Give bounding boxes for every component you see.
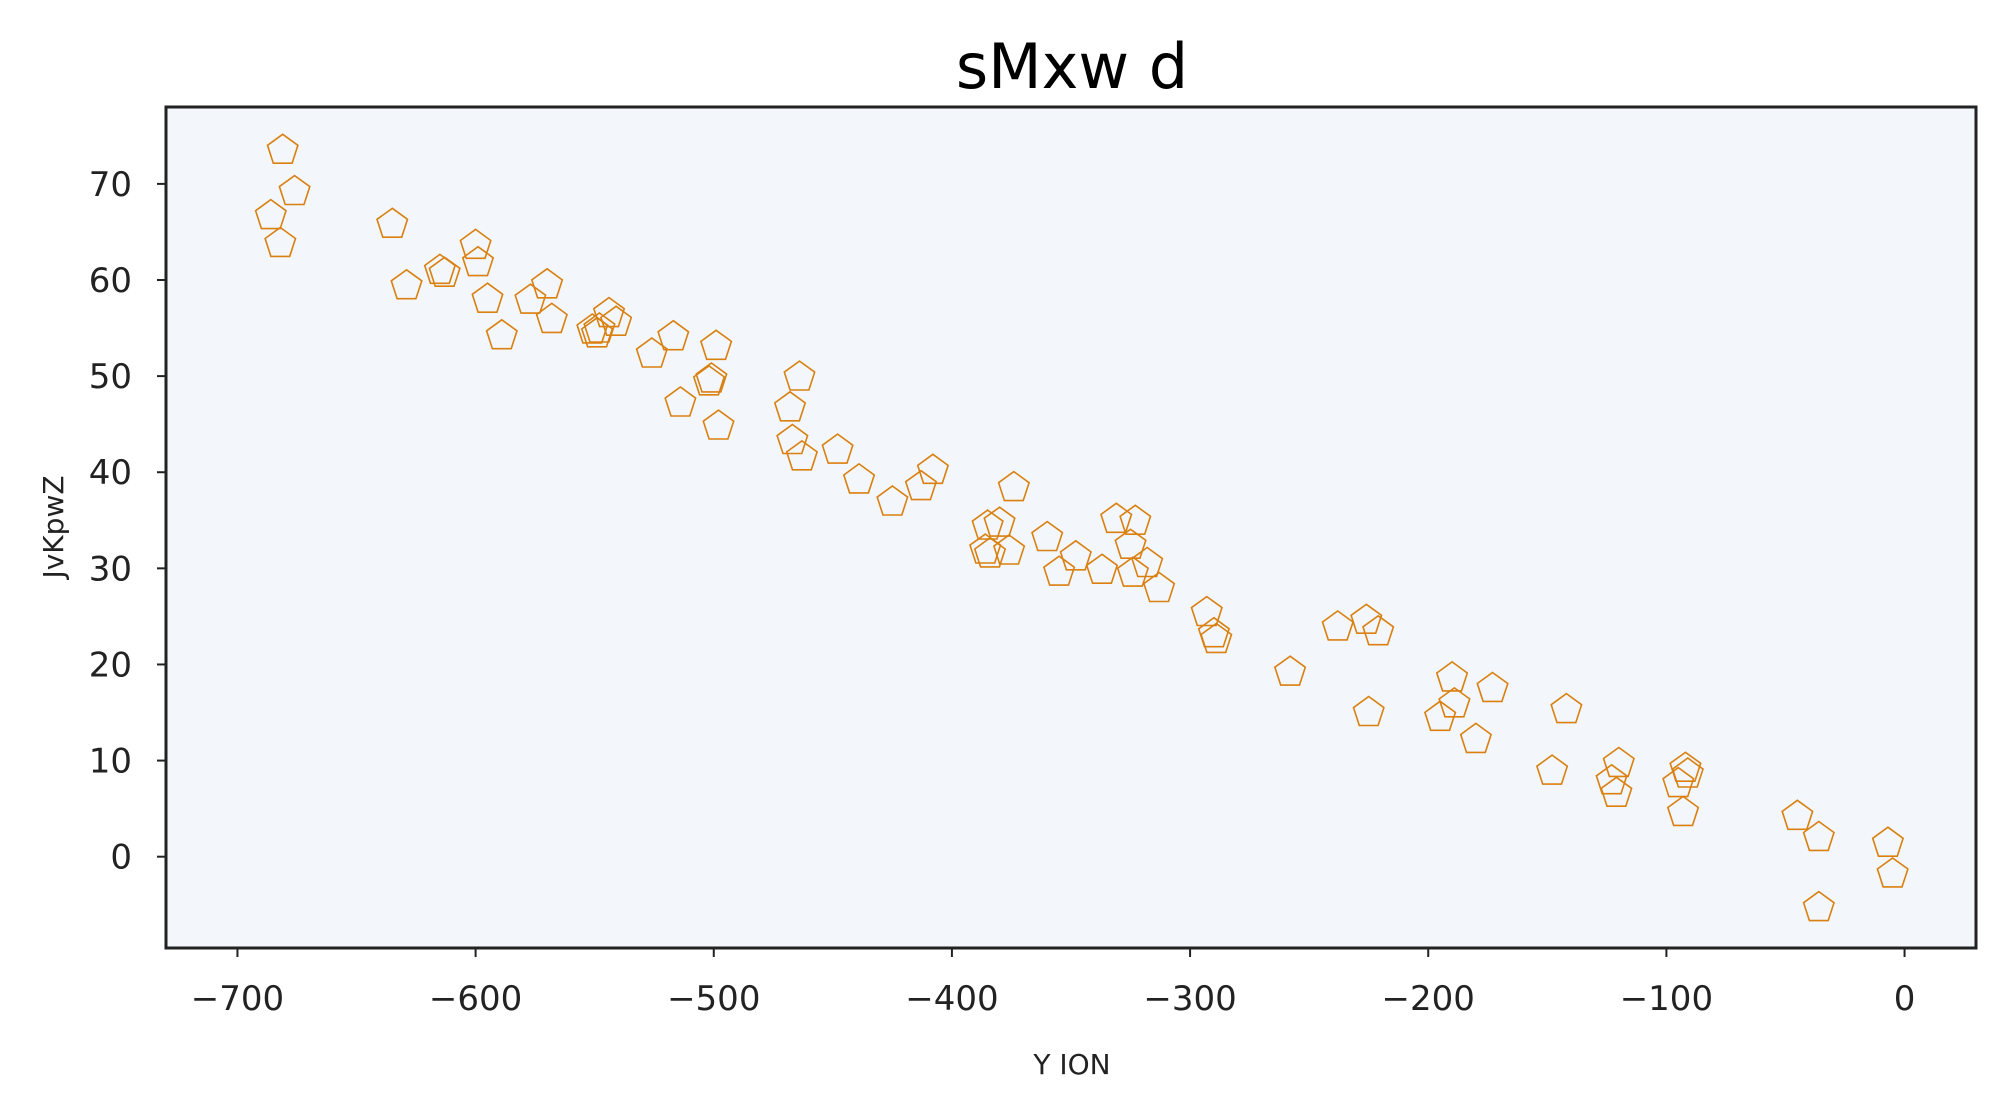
data-point: [1550, 692, 1583, 724]
x-tick-label: 0: [1894, 979, 1916, 1019]
data-point: [1119, 504, 1152, 536]
x-tick-label: −600: [429, 979, 522, 1019]
data-point: [1131, 546, 1164, 578]
x-tick-label: −500: [667, 979, 760, 1019]
data-point: [973, 536, 1007, 568]
data-point: [699, 329, 733, 361]
data-point: [390, 268, 423, 300]
data-point: [1476, 671, 1509, 703]
data-point: [1200, 622, 1233, 654]
y-tick-label: 10: [89, 742, 132, 782]
data-point: [583, 312, 616, 343]
data-point: [1666, 795, 1700, 827]
data-point: [376, 207, 409, 238]
data-point: [1781, 799, 1814, 831]
data-point: [1059, 539, 1092, 571]
data-point: [635, 337, 669, 368]
data-point: [1669, 751, 1702, 783]
data-point: [1197, 616, 1231, 648]
data-point: [1459, 722, 1493, 754]
data-point: [461, 245, 495, 277]
data-point: [1352, 695, 1385, 727]
data-point: [983, 506, 1016, 537]
data-point: [916, 453, 950, 485]
y-tick-label: 0: [110, 838, 132, 878]
data-point: [428, 256, 461, 288]
plot-frame: [164, 105, 1978, 950]
data-point: [1116, 556, 1150, 587]
data-point: [471, 282, 504, 314]
data-point: [1190, 595, 1223, 627]
data-point: [264, 226, 297, 258]
y-tick-label: 30: [89, 549, 132, 589]
data-point: [783, 360, 816, 391]
chart-title: sMxw d: [956, 30, 1188, 103]
data-point: [599, 305, 633, 337]
y-tick-label: 60: [89, 261, 132, 301]
data-point: [1423, 700, 1457, 732]
data-point: [821, 433, 854, 464]
data-point: [1031, 520, 1064, 552]
data-point: [459, 228, 492, 260]
data-point: [776, 423, 809, 455]
data-point: [485, 318, 518, 350]
data-point: [702, 409, 735, 440]
x-axis-label: Y ION: [1032, 1048, 1110, 1081]
x-tick-label: −400: [905, 979, 998, 1019]
x-tick-label: −700: [191, 979, 284, 1019]
y-tick-label: 20: [89, 645, 132, 685]
data-points: [254, 133, 1909, 922]
data-point: [266, 133, 299, 164]
data-point: [278, 174, 311, 206]
data-point: [997, 470, 1031, 502]
plot-area: [166, 107, 1976, 948]
x-tick-label: −300: [1143, 979, 1236, 1019]
data-point: [1671, 757, 1704, 788]
x-tick-label: −100: [1620, 979, 1713, 1019]
data-point: [1321, 610, 1354, 641]
data-point: [1273, 655, 1307, 686]
y-axis-label: JvKpwZ: [37, 475, 70, 580]
data-point: [1602, 746, 1635, 778]
data-point: [592, 296, 626, 328]
data-point: [254, 198, 287, 230]
data-point: [904, 469, 938, 501]
data-point: [785, 439, 819, 471]
y-tick-label: 70: [89, 165, 132, 205]
data-point: [1802, 820, 1835, 852]
data-point: [1085, 553, 1119, 585]
data-point: [664, 386, 697, 417]
x-tick-label: −200: [1382, 979, 1475, 1019]
data-point: [1600, 776, 1633, 808]
data-point: [1662, 766, 1695, 798]
data-point: [530, 267, 564, 299]
data-point: [1876, 857, 1909, 888]
y-tick-label: 40: [89, 453, 132, 493]
data-point: [1350, 603, 1383, 635]
y-axis-ticks: 0 10 20 30 40 50 60 70: [89, 165, 166, 878]
data-point: [1871, 826, 1905, 858]
data-point: [773, 390, 807, 422]
data-point: [1362, 614, 1395, 646]
data-point: [1802, 890, 1835, 922]
data-point: [842, 462, 876, 494]
data-point: [514, 283, 547, 314]
data-point: [876, 485, 909, 516]
data-point: [1042, 555, 1076, 586]
data-point: [695, 362, 728, 393]
x-axis-ticks: −700 −600 −500 −400 −300 −200 −100 0: [191, 948, 1916, 1019]
data-point: [992, 534, 1026, 565]
data-point: [1100, 502, 1133, 534]
data-point: [1535, 754, 1569, 785]
data-point: [1435, 660, 1469, 692]
data-point: [1142, 571, 1176, 603]
data-point: [535, 302, 568, 334]
data-point: [1595, 763, 1628, 795]
y-tick-label: 50: [89, 357, 132, 397]
data-point: [657, 319, 690, 351]
